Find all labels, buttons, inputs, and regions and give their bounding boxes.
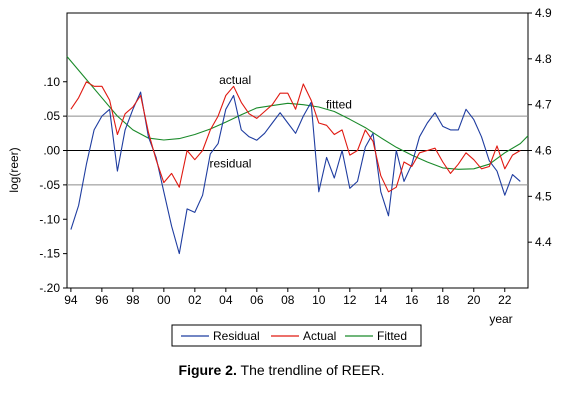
series-line-actual	[70, 81, 521, 193]
annotation-actual: actual	[219, 73, 251, 87]
left-tick-label: .05	[43, 109, 60, 123]
legend-box	[171, 324, 422, 347]
trendline-chart: -.20 -.15 -.10 -.05 .00 .05 .10 4.4 4.5 4.6 4.7 4.…	[7, 6, 552, 347]
right-tick-label: 4.7	[535, 98, 552, 112]
series-line-fitted	[66, 56, 529, 170]
x-tick-label: 98	[126, 293, 140, 307]
left-tick-label: -.10	[39, 212, 60, 226]
x-tick-label: 16	[405, 293, 419, 307]
x-tick-label: 20	[467, 293, 481, 307]
legend-label-fitted: Fitted	[377, 329, 407, 343]
right-tick-label: 4.9	[535, 6, 552, 20]
x-tick-label: 10	[312, 293, 326, 307]
x-tick-label: 14	[374, 293, 388, 307]
annotation-fitted: fitted	[326, 97, 352, 111]
x-tick-label: 00	[157, 293, 171, 307]
x-tick-label: 12	[343, 293, 357, 307]
y-axis-label-left: log(reer)	[7, 147, 21, 192]
x-tick-label: 08	[281, 293, 295, 307]
legend-label-actual: Actual	[303, 329, 336, 343]
left-tick-label: -.05	[39, 178, 60, 192]
caption-text: The trendline of REER.	[236, 362, 385, 378]
right-tick-label: 4.6	[535, 144, 552, 158]
x-tick-label: 96	[95, 293, 109, 307]
right-tick-label: 4.8	[535, 52, 552, 66]
x-tick-label: 04	[219, 293, 233, 307]
left-tick-label: -.15	[39, 247, 60, 261]
x-tick-label: 22	[498, 293, 512, 307]
x-tick-label: 18	[436, 293, 450, 307]
legend: Residual Actual Fitted	[171, 324, 422, 347]
x-tick-label: 06	[250, 293, 264, 307]
left-tick-label: .00	[43, 144, 60, 158]
x-axis-label: year	[489, 312, 512, 326]
caption-figure-label: Figure 2.	[178, 362, 237, 378]
left-tick-label: -.20	[39, 281, 60, 295]
x-tick-label: 02	[188, 293, 202, 307]
left-tick-label: .10	[43, 75, 60, 89]
right-tick-label: 4.5	[535, 189, 552, 203]
x-tick-label: 94	[64, 293, 78, 307]
right-tick-label: 4.4	[535, 235, 552, 249]
annotation-residual: residual	[209, 157, 251, 171]
figure-caption: Figure 2. The trendline of REER.	[0, 362, 563, 378]
legend-label-residual: Residual	[213, 329, 260, 343]
